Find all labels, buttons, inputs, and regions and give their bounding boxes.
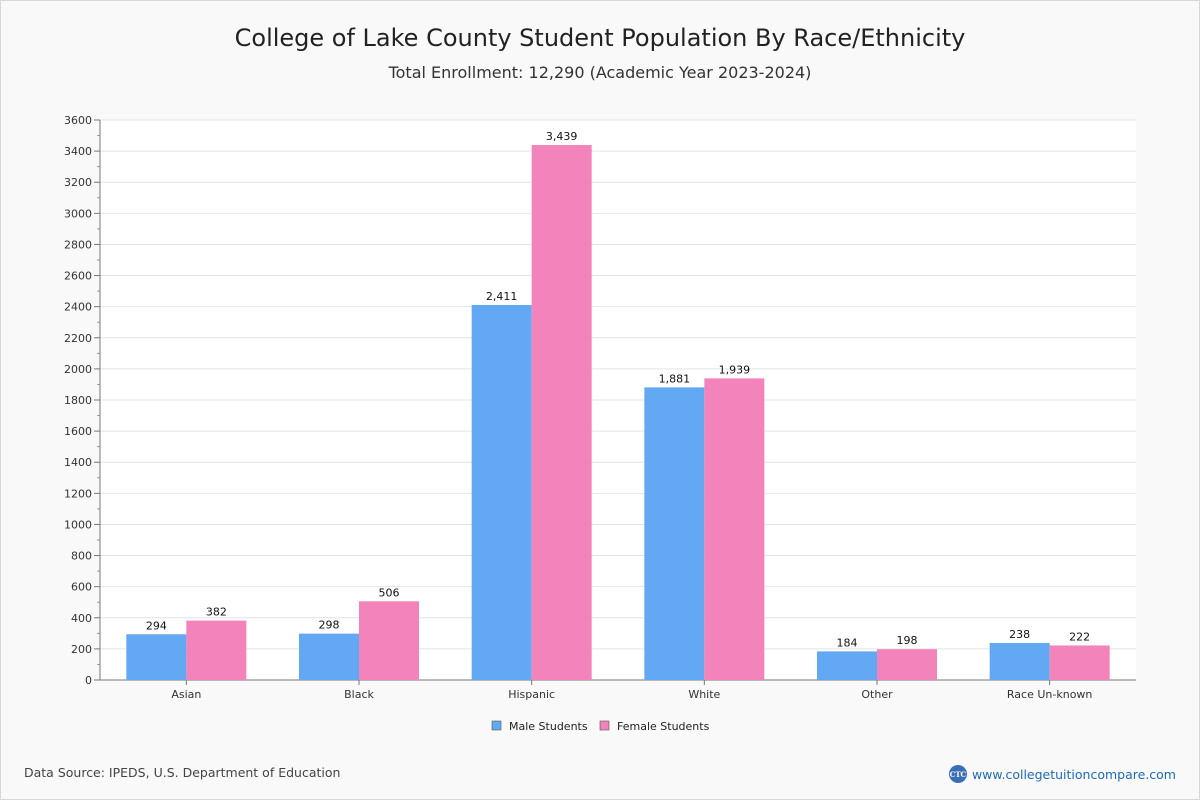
y-tick-label: 3200 (64, 176, 92, 189)
bar-value-label: 298 (319, 619, 340, 632)
male-bar (299, 633, 359, 680)
bar-value-label: 3,439 (546, 130, 578, 143)
bar-value-label: 222 (1069, 630, 1090, 643)
y-tick-label: 2600 (64, 270, 92, 283)
data-source: Data Source: IPEDS, U.S. Department of E… (24, 765, 341, 780)
legend-male-label: Male Students (509, 720, 588, 733)
chart-title: College of Lake County Student Populatio… (234, 24, 966, 52)
female-bar (1049, 645, 1110, 680)
x-tick-label: Other (861, 688, 893, 701)
y-tick-label: 2800 (64, 238, 92, 251)
ctc-logo-icon: CTC (948, 765, 967, 783)
y-tick-label: 400 (71, 612, 92, 625)
y-tick-label: 2000 (64, 363, 92, 376)
legend-female-label: Female Students (617, 720, 710, 733)
male-bar (989, 642, 1050, 680)
chart-subtitle: Total Enrollment: 12,290 (Academic Year … (388, 63, 812, 82)
bar-value-label: 382 (206, 606, 227, 619)
legend-male-swatch (491, 720, 502, 731)
female-bar (186, 620, 247, 680)
male-bar (126, 634, 187, 680)
site-link[interactable]: CTC www.collegetuitioncompare.com (948, 765, 1176, 783)
bar-value-label: 1,939 (719, 363, 751, 376)
y-tick-label: 600 (71, 581, 92, 594)
y-tick-label: 0 (85, 674, 92, 687)
y-tick-label: 1800 (64, 394, 92, 407)
legend-female-swatch (599, 720, 610, 731)
bar-value-label: 2,411 (486, 290, 518, 303)
female-bar (359, 601, 419, 680)
site-url[interactable]: www.collegetuitioncompare.com (971, 766, 1176, 782)
female-bar (704, 378, 765, 680)
male-bar (817, 651, 877, 680)
x-tick-label: White (688, 688, 720, 701)
bar-value-label: 1,881 (659, 372, 691, 385)
y-tick-label: 200 (71, 643, 92, 656)
y-tick-label: 1200 (64, 487, 92, 500)
bar-value-label: 294 (146, 619, 167, 632)
female-bar (877, 649, 937, 680)
female-bar (531, 145, 592, 681)
x-tick-label: Black (344, 688, 374, 701)
male-bar (471, 304, 532, 680)
male-bar (644, 387, 705, 680)
x-tick-label: Asian (171, 688, 201, 701)
bar-value-label: 506 (379, 586, 400, 599)
y-tick-label: 2400 (64, 301, 92, 314)
y-tick-label: 1400 (64, 456, 92, 469)
y-tick-label: 1600 (64, 425, 92, 438)
x-tick-label: Hispanic (508, 688, 555, 701)
bar-value-label: 184 (837, 636, 858, 649)
y-tick-label: 3400 (64, 145, 92, 158)
x-tick-label: Race Un-known (1007, 688, 1093, 701)
bar-value-label: 198 (897, 634, 918, 647)
y-tick-label: 3600 (64, 114, 92, 127)
bar-value-label: 238 (1009, 628, 1030, 641)
y-tick-label: 800 (71, 550, 92, 563)
y-tick-label: 3000 (64, 207, 92, 220)
y-tick-label: 1000 (64, 518, 92, 531)
y-tick-label: 2200 (64, 332, 92, 345)
